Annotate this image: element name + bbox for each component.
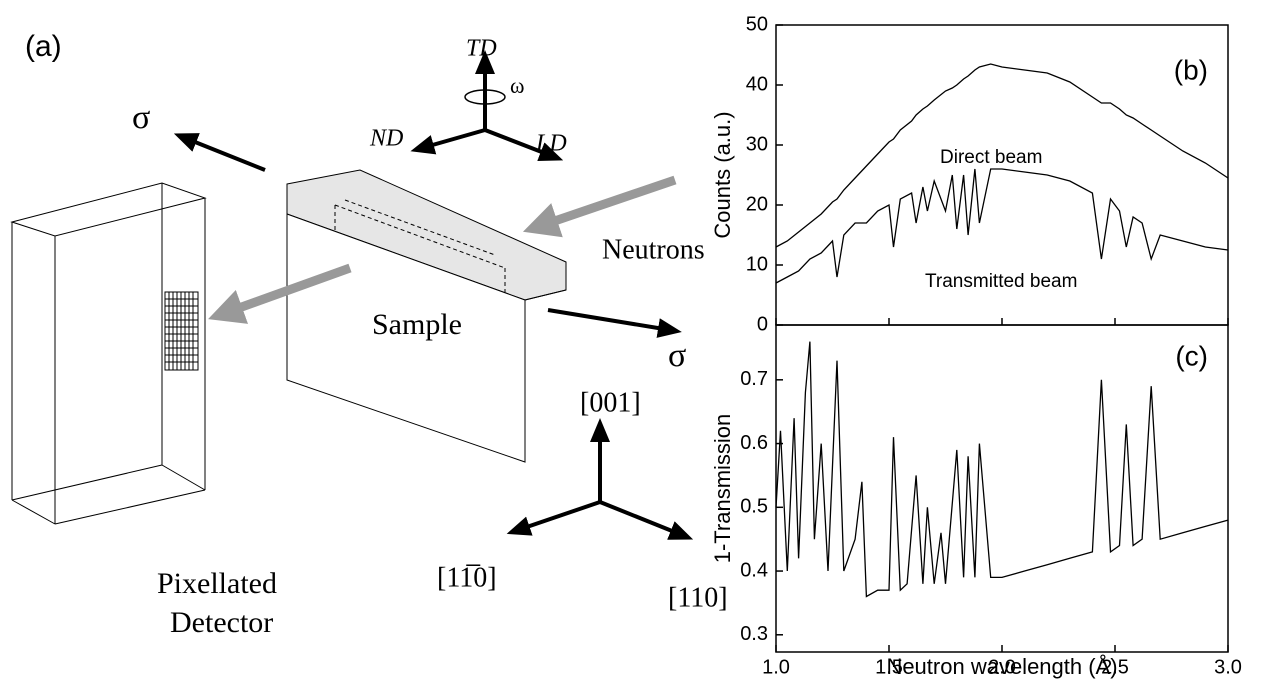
y-tick-label: 20 bbox=[746, 193, 768, 215]
annotation: Transmitted beam bbox=[925, 271, 1077, 292]
axis-label: ω bbox=[510, 73, 524, 98]
stress-arrow bbox=[173, 133, 266, 172]
sigma-label: σ bbox=[132, 99, 150, 136]
direction-label: [11̅0] bbox=[437, 562, 497, 593]
crystal-axes bbox=[506, 418, 694, 540]
axis-label: LD bbox=[535, 131, 567, 157]
detector-label: Detector bbox=[170, 606, 273, 639]
neutrons-label: Neutrons bbox=[602, 234, 705, 265]
detector-box bbox=[10, 182, 207, 525]
x-tick-label: 2.0 bbox=[988, 656, 1016, 678]
x-tick-label: 3.0 bbox=[1214, 656, 1242, 678]
y-tick-label: 10 bbox=[746, 253, 768, 275]
pixel-grid bbox=[164, 291, 199, 371]
y-tick-label: 50 bbox=[746, 13, 768, 35]
y-tick-label: 0.5 bbox=[740, 496, 768, 518]
x-axis-label: Neutron wavelength (Å) bbox=[886, 654, 1117, 679]
direction-label: [110] bbox=[668, 582, 728, 613]
x-tick-label: 1.0 bbox=[762, 656, 790, 678]
sample-axes bbox=[410, 50, 564, 161]
y-axis-label: Counts (a.u.) bbox=[710, 111, 735, 238]
y-axis-label: 1-Transmission bbox=[710, 414, 735, 564]
neutron-arrow bbox=[522, 175, 677, 238]
sample-box bbox=[286, 169, 567, 463]
panel-label: (b) bbox=[1174, 54, 1208, 85]
y-tick-label: 40 bbox=[746, 73, 768, 95]
neutron-arrow bbox=[208, 263, 352, 324]
y-tick-label: 0.4 bbox=[740, 559, 768, 581]
panel-label: (a) bbox=[25, 30, 62, 63]
sample-label: Sample bbox=[372, 308, 462, 341]
y-tick-label: 0.7 bbox=[740, 368, 768, 390]
detector-label: Pixellated bbox=[157, 567, 277, 600]
annotation: Direct beam bbox=[940, 147, 1042, 168]
diagram: (a) σ σ TD ω ND LD Neutrons Sample Pixel… bbox=[10, 30, 728, 639]
x-tick-label: 2.5 bbox=[1101, 656, 1129, 678]
axis-label: TD bbox=[466, 36, 497, 62]
direction-label: [001] bbox=[580, 387, 641, 418]
x-tick-label: 1.5 bbox=[875, 656, 903, 678]
y-tick-label: 30 bbox=[746, 133, 768, 155]
y-tick-label: 0 bbox=[757, 313, 768, 335]
data-line bbox=[775, 63, 1229, 248]
y-tick-label: 0.3 bbox=[740, 623, 768, 645]
data-line bbox=[775, 341, 1229, 598]
panel-label: (c) bbox=[1175, 340, 1208, 371]
plot-frame bbox=[775, 324, 1229, 653]
y-tick-label: 0.6 bbox=[740, 432, 768, 454]
stress-arrow bbox=[547, 308, 682, 338]
sigma-label: σ bbox=[668, 337, 686, 374]
axis-label: ND bbox=[369, 126, 403, 152]
data-line bbox=[775, 168, 1229, 284]
